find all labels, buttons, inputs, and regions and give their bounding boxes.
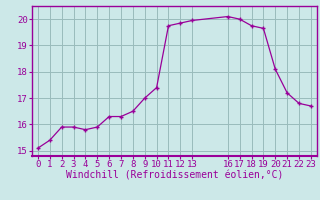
X-axis label: Windchill (Refroidissement éolien,°C): Windchill (Refroidissement éolien,°C): [66, 171, 283, 181]
